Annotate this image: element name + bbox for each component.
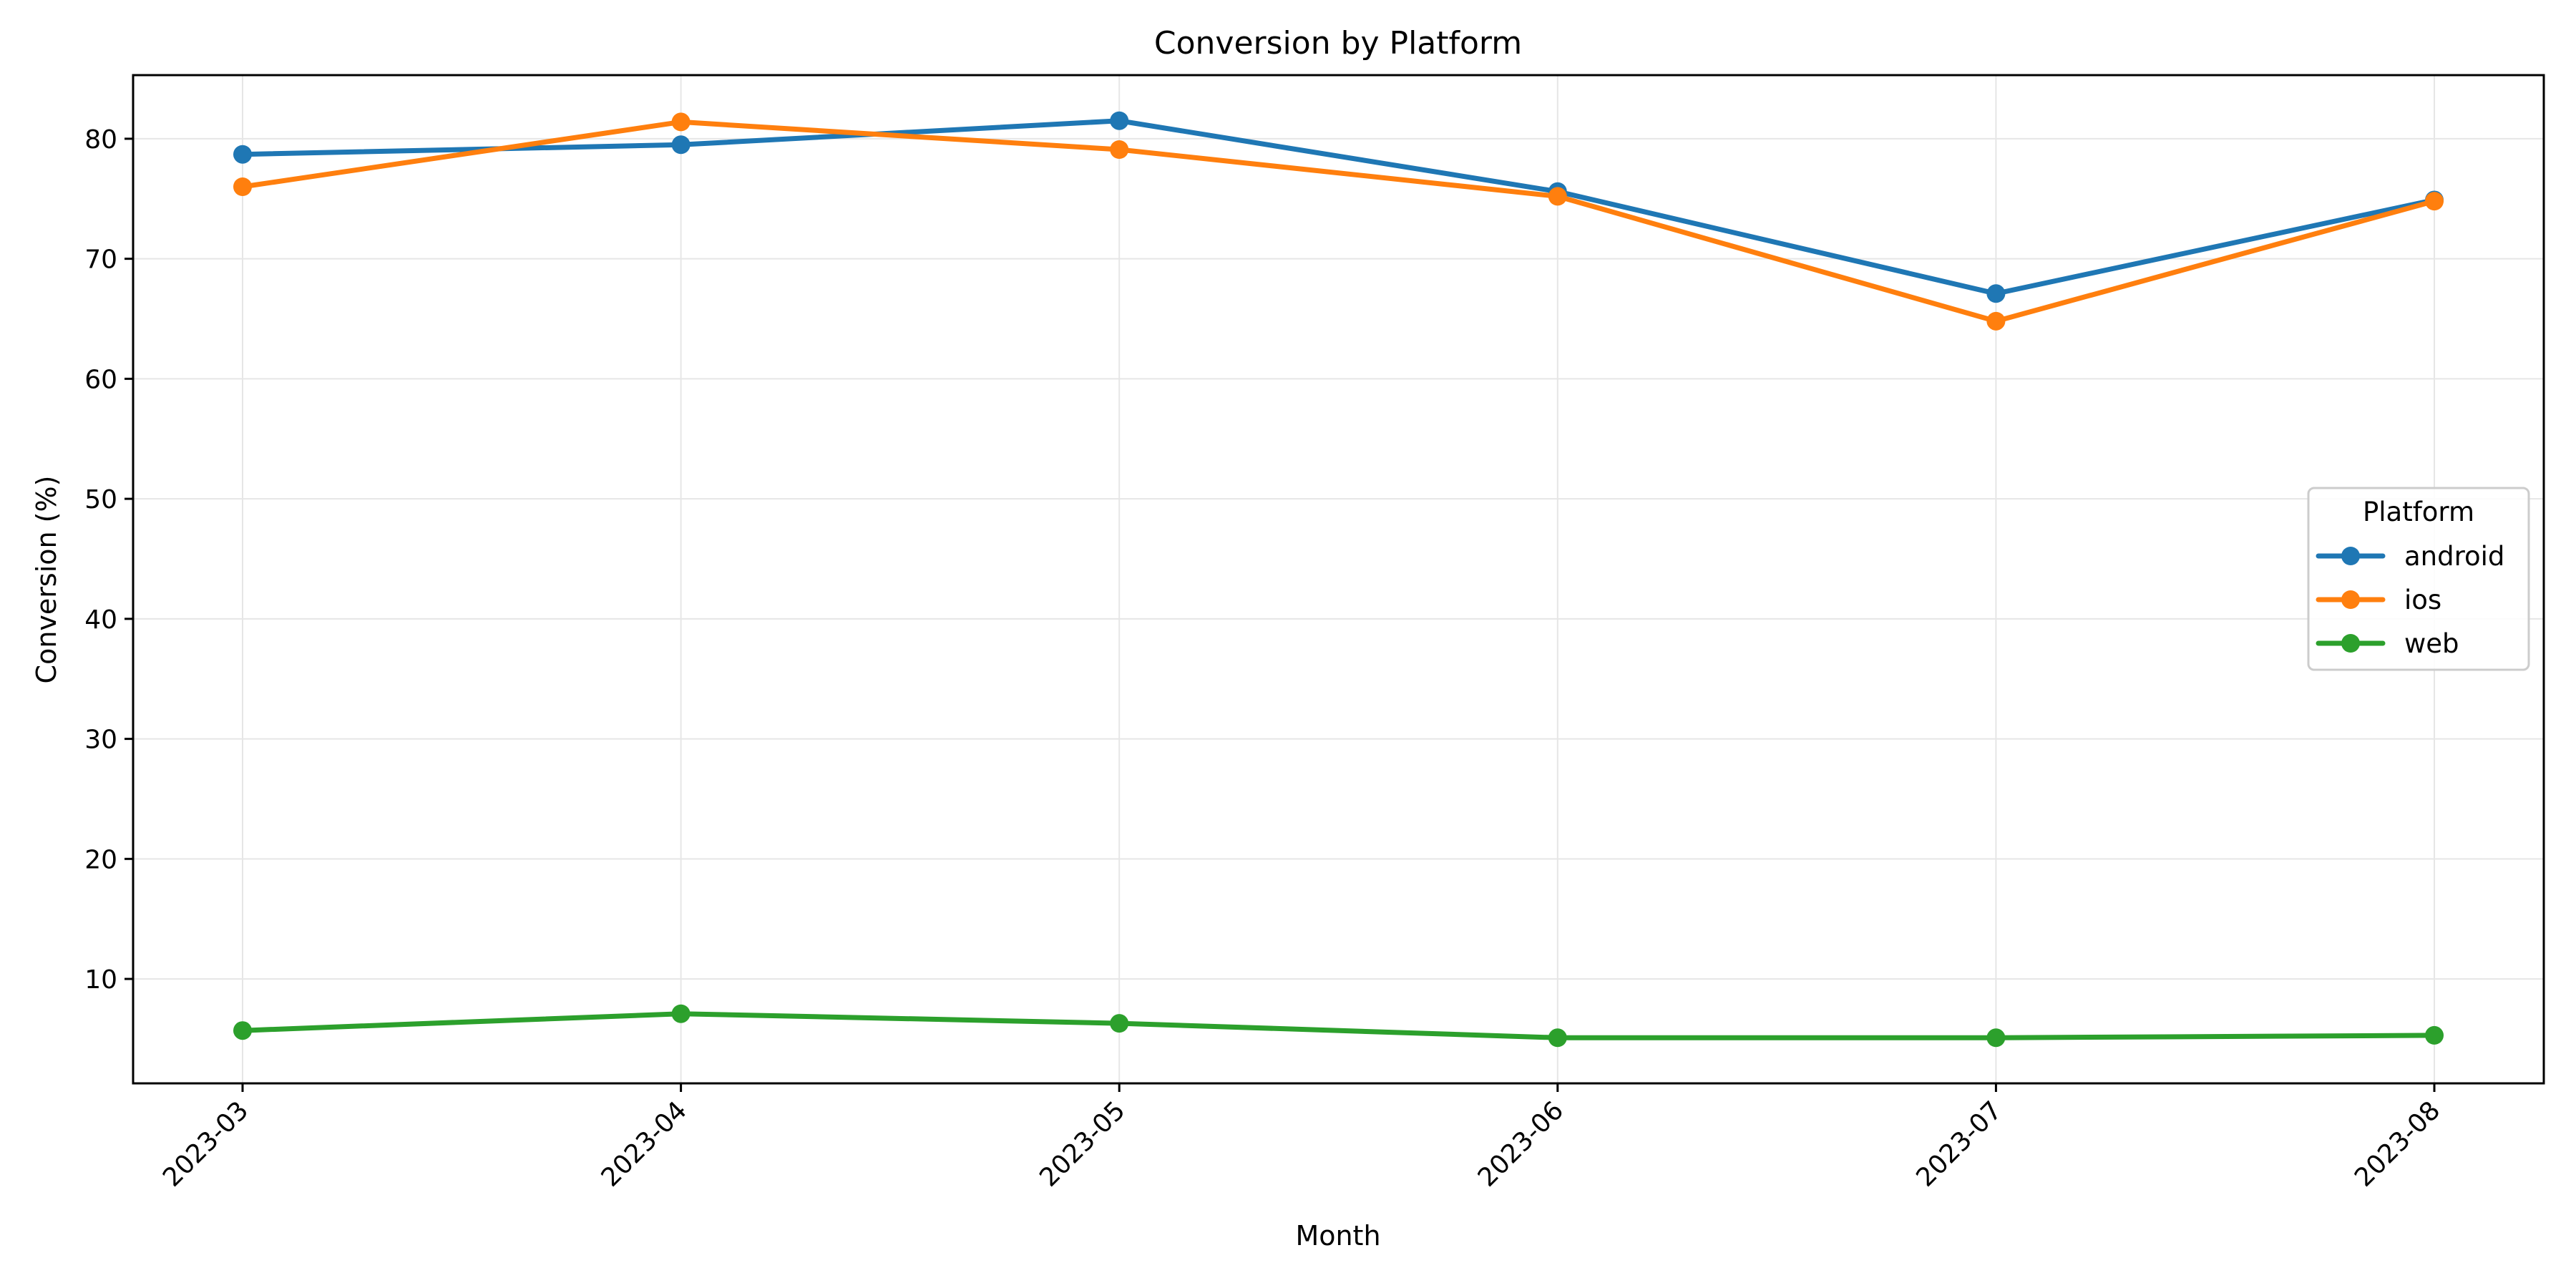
grid-lines — [133, 75, 2544, 1083]
y-tick-label: 70 — [84, 245, 117, 275]
y-tick-label: 10 — [84, 965, 117, 995]
data-point-web — [2425, 1025, 2444, 1045]
series-line-web — [240, 1011, 2437, 1040]
data-point-web — [1986, 1028, 2006, 1048]
legend-label: ios — [2404, 585, 2441, 615]
data-point-ios — [2425, 192, 2444, 211]
legend-label: web — [2404, 628, 2459, 659]
data-point-android — [1986, 284, 2006, 303]
legend-item-android: android — [2316, 541, 2504, 572]
legend-item-web: web — [2316, 628, 2459, 659]
data-point-web — [1110, 1014, 1129, 1033]
data-point-web — [233, 1021, 252, 1040]
series-line-android — [240, 118, 2437, 296]
data-point-android — [671, 135, 691, 155]
series-ios — [233, 112, 2444, 331]
legend-swatch-marker — [2341, 547, 2360, 565]
plot-area-frame — [132, 74, 2545, 1085]
legend-title: Platform — [2363, 497, 2474, 527]
data-point-ios — [1110, 140, 1129, 159]
data-point-ios — [671, 112, 691, 132]
y-tick-label: 60 — [84, 365, 117, 394]
legend-swatch-marker — [2341, 590, 2360, 609]
series-line-ios — [240, 119, 2437, 324]
data-point-ios — [1986, 311, 2006, 331]
series-web — [233, 1004, 2444, 1048]
y-axis-label: Conversion (%) — [31, 476, 62, 684]
data-point-web — [1548, 1028, 1567, 1048]
y-tick-label: 40 — [84, 605, 117, 635]
y-tick-label: 30 — [84, 726, 117, 755]
y-tick-label: 80 — [84, 125, 117, 155]
legend-label: android — [2404, 541, 2504, 572]
legend-box — [2307, 487, 2530, 671]
chart-title: Conversion by Platform — [1154, 25, 1522, 62]
legend-item-ios: ios — [2316, 585, 2441, 615]
x-axis-label: Month — [1295, 1220, 1380, 1252]
data-point-android — [1110, 111, 1129, 130]
data-point-web — [671, 1004, 691, 1023]
data-point-android — [233, 145, 252, 164]
data-point-ios — [1548, 187, 1567, 206]
y-tick-label: 20 — [84, 845, 117, 874]
series-lines — [233, 111, 2444, 1048]
legend-swatch-marker — [2341, 634, 2360, 653]
data-point-ios — [233, 177, 252, 196]
y-tick-label: 50 — [84, 485, 117, 514]
legend: Platform android ios web — [2307, 487, 2530, 671]
legend-items: android ios web — [2316, 541, 2504, 659]
